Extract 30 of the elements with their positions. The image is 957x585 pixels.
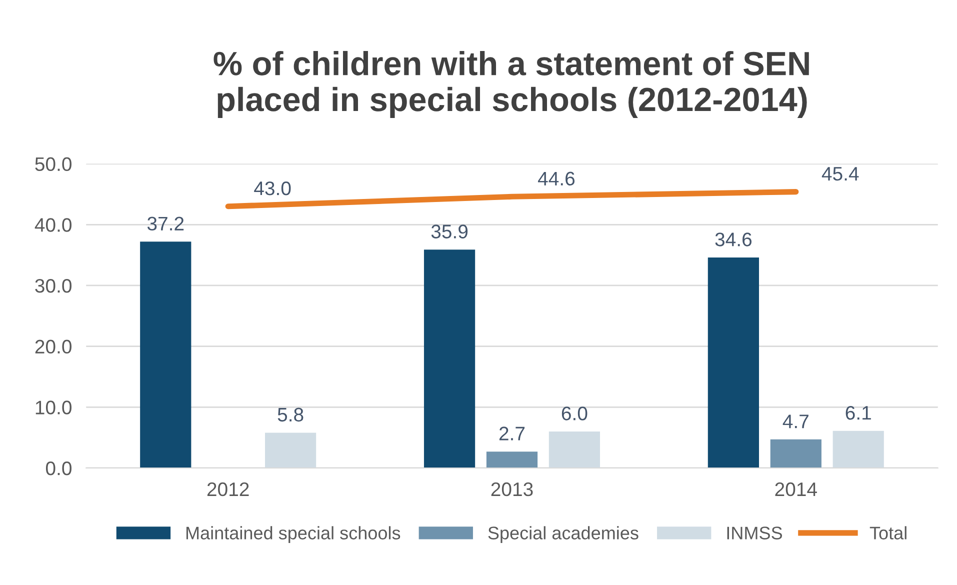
data-label: 5.8 xyxy=(278,408,304,422)
data-label: 2.7 xyxy=(499,426,525,440)
legend-label: Special academies xyxy=(488,526,638,544)
bar xyxy=(140,242,192,468)
y-tick-label: 50.0 xyxy=(35,157,72,172)
chart-title: % of children with a statement of SEN placed in special schools (2012-2014) xyxy=(214,50,809,118)
bar xyxy=(424,250,476,468)
legend-label: Maintained special schools xyxy=(186,526,400,544)
data-label: 45.4 xyxy=(822,167,859,181)
y-tick-label: 10.0 xyxy=(36,400,72,414)
y-tick-label: 40.0 xyxy=(34,218,72,232)
data-label: 6.1 xyxy=(846,406,871,420)
y-tick-label: 0.0 xyxy=(46,461,72,476)
data-label: 34.6 xyxy=(715,232,752,246)
data-label: 35.9 xyxy=(431,224,468,238)
legend-label: Total xyxy=(870,526,906,540)
x-tick-label: 2014 xyxy=(775,482,817,496)
data-label: 4.7 xyxy=(782,414,808,428)
data-label: 44.6 xyxy=(538,172,575,186)
x-tick-label: 2013 xyxy=(491,482,533,496)
x-tick-label: 2012 xyxy=(207,482,249,496)
legend-label: INMSS xyxy=(727,526,782,540)
bar xyxy=(708,257,759,468)
data-label: 37.2 xyxy=(147,216,184,231)
bar xyxy=(486,452,538,468)
data-label: 43.0 xyxy=(254,181,291,196)
bar xyxy=(770,439,822,468)
data-label: 6.0 xyxy=(562,406,588,420)
y-tick-label: 20.0 xyxy=(35,340,72,354)
y-tick-label: 30.0 xyxy=(35,278,72,293)
